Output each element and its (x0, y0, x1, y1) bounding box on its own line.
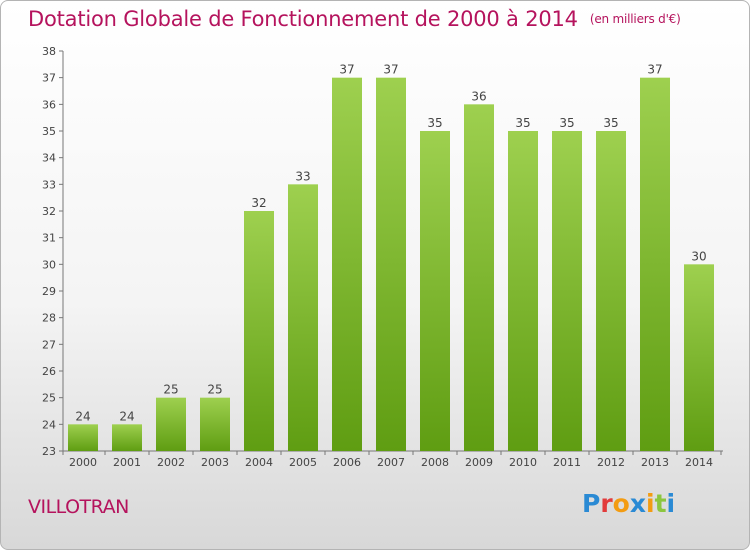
y-tick-label: 37 (42, 72, 56, 85)
y-tick-label: 33 (42, 178, 56, 191)
x-tick-label: 2003 (201, 456, 229, 469)
x-tick-label: 2008 (421, 456, 449, 469)
bar (332, 77, 362, 452)
data-label: 25 (163, 383, 178, 397)
y-tick-label: 38 (42, 45, 56, 58)
bar (288, 184, 318, 452)
y-tick-label: 34 (42, 152, 56, 165)
commune-name: VILLOTRAN (28, 496, 129, 518)
x-tick-label: 2009 (465, 456, 493, 469)
value-labels: 24 24 25 25 32 33 37 37 35 36 35 35 35 37 30 (75, 63, 706, 424)
data-label: 25 (207, 383, 222, 397)
x-tick-label: 2005 (289, 456, 317, 469)
data-label: 30 (691, 249, 706, 263)
bar (596, 131, 626, 451)
bar (640, 77, 670, 452)
data-label: 35 (427, 116, 442, 130)
data-label: 36 (471, 89, 486, 103)
x-tick-label: 2013 (641, 456, 669, 469)
bar (156, 397, 186, 451)
data-label: 35 (559, 116, 574, 130)
data-label: 37 (647, 63, 662, 77)
data-label: 24 (75, 409, 90, 423)
data-label: 33 (295, 169, 310, 183)
axes: 23 24 25 26 27 28 29 30 31 32 33 34 35 36 37 38 2000 2001… (42, 45, 723, 469)
bars (68, 77, 714, 452)
bar (244, 211, 274, 451)
y-tick-label: 30 (42, 258, 56, 271)
logo-letter: P (582, 489, 601, 518)
logo-letter: i (646, 489, 655, 518)
data-label: 32 (251, 196, 266, 210)
chart-title-text: Dotation Globale de Fonctionnement de 20… (28, 7, 578, 31)
y-tick-label: 36 (42, 98, 56, 111)
logo-letter: o (612, 489, 630, 518)
logo-letter: x (629, 489, 646, 518)
y-tick-label: 29 (42, 285, 56, 298)
data-label: 35 (515, 116, 530, 130)
x-tick-label: 2007 (377, 456, 405, 469)
x-tick-label: 2000 (69, 456, 97, 469)
x-tick-label: 2012 (597, 456, 625, 469)
proxiti-logo[interactable]: Proxiti (582, 489, 675, 518)
x-tick-label: 2006 (333, 456, 361, 469)
y-tick-label: 32 (42, 205, 56, 218)
data-label: 35 (603, 116, 618, 130)
bar (552, 131, 582, 451)
x-tick-label: 2011 (553, 456, 581, 469)
y-tick-label: 25 (42, 392, 56, 405)
data-label: 24 (119, 409, 134, 423)
y-tick-label: 26 (42, 365, 56, 378)
x-tick-label: 2001 (113, 456, 141, 469)
y-tick-label: 27 (42, 338, 56, 351)
bar (508, 131, 538, 451)
y-tick-label: 24 (42, 418, 56, 431)
logo-letter: r (600, 489, 613, 518)
bar (200, 397, 230, 451)
chart-title: Dotation Globale de Fonctionnement de 20… (28, 7, 681, 31)
bar (464, 104, 494, 451)
bar (684, 264, 714, 451)
x-tick-label: 2004 (245, 456, 273, 469)
logo-letter: t (654, 489, 667, 518)
y-tick-label: 23 (42, 445, 56, 458)
data-label: 37 (339, 63, 354, 77)
logo-letter: i (666, 489, 676, 518)
x-tick-label: 2010 (509, 456, 537, 469)
bar (376, 77, 406, 452)
bar (68, 424, 98, 451)
y-tick-label: 35 (42, 125, 56, 138)
y-tick-label: 31 (42, 232, 56, 245)
bar (112, 424, 142, 451)
bar (420, 131, 450, 451)
data-label: 37 (383, 63, 398, 77)
x-tick-label: 2014 (685, 456, 713, 469)
y-tick-label: 28 (42, 312, 56, 325)
x-tick-label: 2002 (157, 456, 185, 469)
chart-unit: (en milliers d'€) (589, 12, 681, 26)
